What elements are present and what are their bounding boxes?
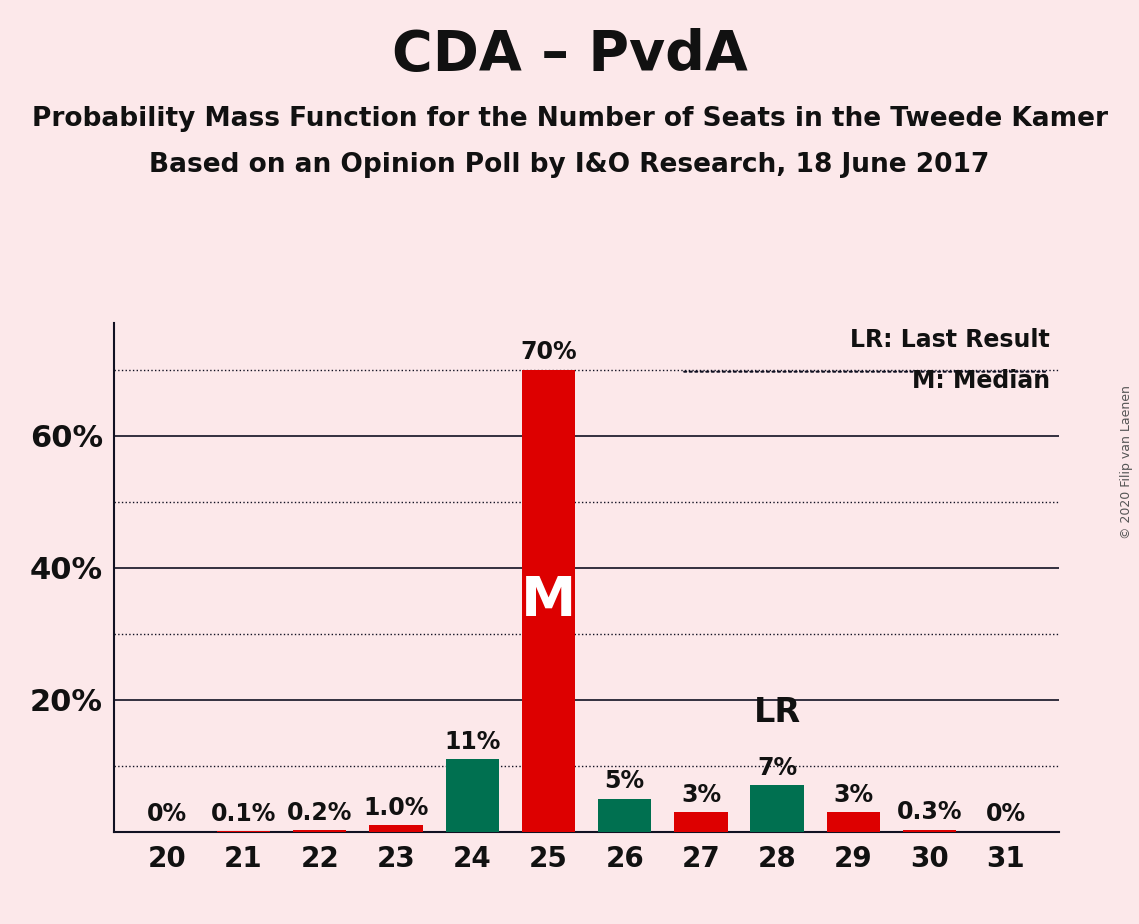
Bar (445, 759, 499, 832)
Text: 0.3%: 0.3% (896, 800, 962, 824)
Text: 0%: 0% (147, 802, 187, 826)
Text: Based on an Opinion Poll by I&O Research, 18 June 2017: Based on an Opinion Poll by I&O Research… (149, 152, 990, 177)
Text: LR: Last Result: LR: Last Result (850, 328, 1050, 352)
Text: 3%: 3% (834, 783, 874, 807)
Bar (369, 825, 423, 832)
Text: M: Median: M: Median (911, 369, 1050, 393)
Text: M: M (521, 574, 576, 627)
Text: CDA – PvdA: CDA – PvdA (392, 28, 747, 81)
Text: 70%: 70% (521, 340, 576, 364)
Text: LR: LR (754, 697, 801, 729)
Bar (751, 785, 804, 832)
Text: 5%: 5% (605, 770, 645, 794)
Text: 0%: 0% (986, 802, 1026, 826)
Bar (827, 812, 880, 832)
Text: 3%: 3% (681, 783, 721, 807)
Text: © 2020 Filip van Laenen: © 2020 Filip van Laenen (1121, 385, 1133, 539)
Bar (903, 830, 957, 832)
Text: 11%: 11% (444, 730, 500, 754)
Text: 1.0%: 1.0% (363, 796, 428, 820)
Text: 0.1%: 0.1% (211, 802, 276, 826)
Bar (598, 798, 652, 832)
Text: Probability Mass Function for the Number of Seats in the Tweede Kamer: Probability Mass Function for the Number… (32, 106, 1107, 132)
Text: 0.2%: 0.2% (287, 801, 352, 825)
Bar (293, 831, 346, 832)
Bar (522, 370, 575, 832)
Text: 7%: 7% (757, 756, 797, 780)
Bar (674, 812, 728, 832)
